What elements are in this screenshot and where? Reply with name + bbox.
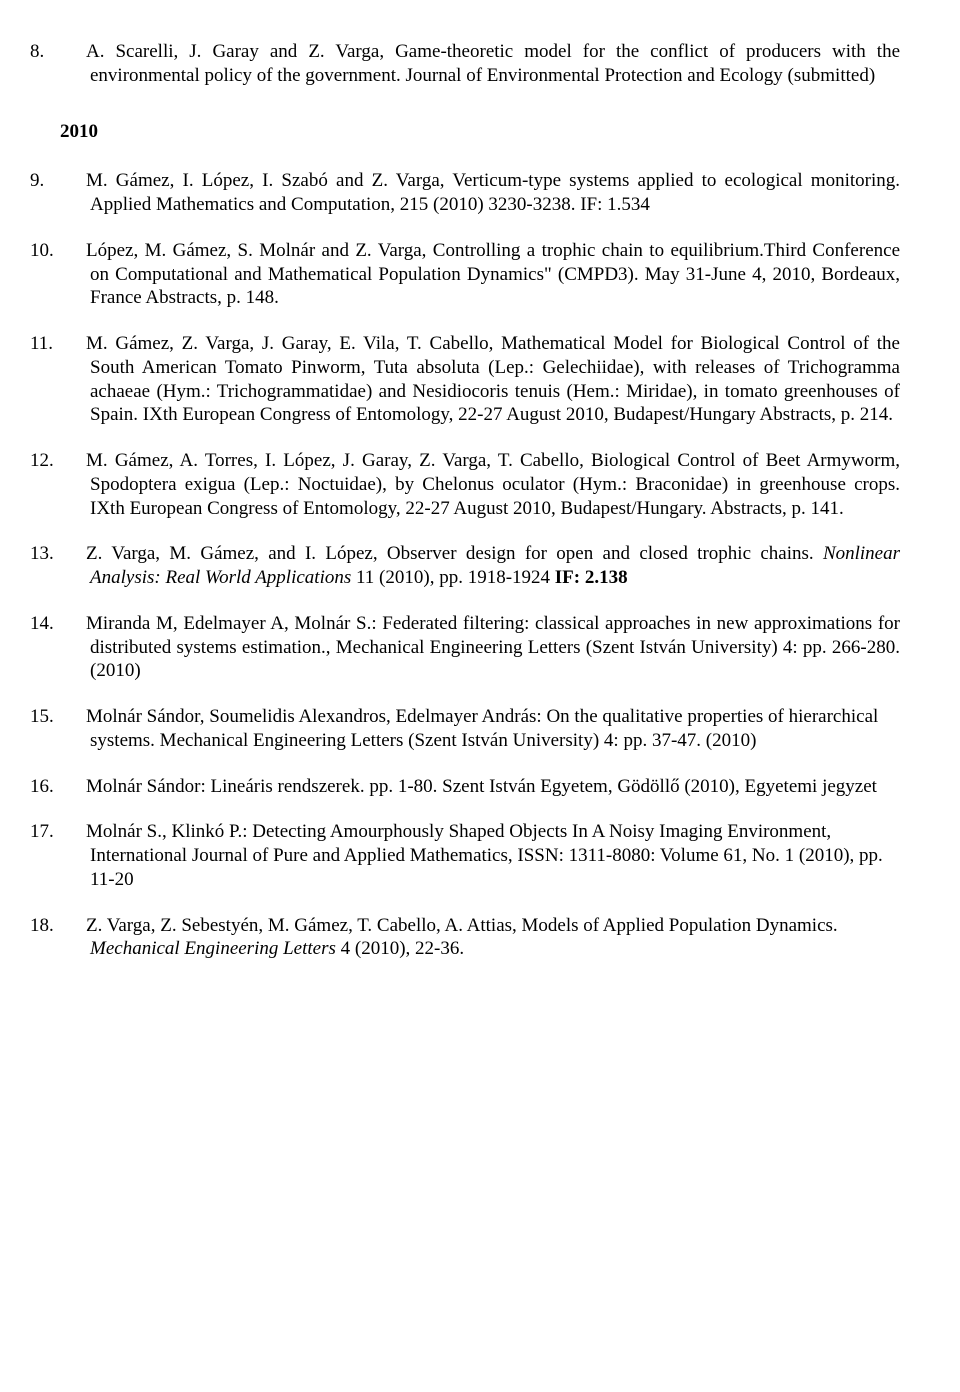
ref-text: M. Gámez, I. López, I. Szabó and Z. Varg… — [86, 170, 900, 215]
ref-number: 15. — [60, 705, 86, 729]
reference-12: 12.M. Gámez, A. Torres, I. López, J. Gar… — [60, 449, 900, 520]
ref-number: 17. — [60, 820, 86, 844]
reference-8: 8.A. Scarelli, J. Garay and Z. Varga, Ga… — [60, 40, 900, 88]
reference-15: 15.Molnár Sándor, Soumelidis Alexandros,… — [60, 705, 900, 753]
ref-text: M. Gámez, A. Torres, I. López, J. Garay,… — [86, 450, 900, 519]
ref-number: 11. — [60, 332, 86, 356]
ref-number: 18. — [60, 914, 86, 938]
ref-text: Molnár Sándor, Soumelidis Alexandros, Ed… — [86, 706, 878, 751]
ref-italic: Mechanical Engineering Letters — [90, 938, 336, 959]
ref-post: 4 (2010), 22-36. — [336, 938, 464, 959]
reference-9: 9.M. Gámez, I. López, I. Szabó and Z. Va… — [60, 169, 900, 217]
ref-number: 12. — [60, 449, 86, 473]
ref-number: 8. — [60, 40, 86, 64]
reference-13: 13.Z. Varga, M. Gámez, and I. López, Obs… — [60, 542, 900, 590]
reference-16: 16.Molnár Sándor: Lineáris rendszerek. p… — [60, 775, 900, 799]
ref-number: 9. — [60, 169, 86, 193]
ref-number: 14. — [60, 612, 86, 636]
ref-mid: 11 (2010), pp. 1918-1924 — [351, 567, 555, 588]
ref-pre: Z. Varga, Z. Sebestyén, M. Gámez, T. Cab… — [86, 915, 838, 936]
ref-text: M. Gámez, Z. Varga, J. Garay, E. Vila, T… — [86, 333, 900, 425]
ref-text: Molnár S., Klinkó P.: Detecting Amourpho… — [86, 821, 883, 890]
reference-14: 14.Miranda M, Edelmayer A, Molnár S.: Fe… — [60, 612, 900, 683]
ref-text: López, M. Gámez, S. Molnár and Z. Varga,… — [86, 240, 900, 309]
ref-text: A. Scarelli, J. Garay and Z. Varga, Game… — [86, 41, 900, 86]
ref-bold: IF: 2.138 — [555, 567, 628, 588]
ref-pre: Z. Varga, M. Gámez, and I. López, Observ… — [86, 543, 823, 564]
ref-number: 16. — [60, 775, 86, 799]
ref-number: 13. — [60, 542, 86, 566]
ref-text: Miranda M, Edelmayer A, Molnár S.: Feder… — [86, 613, 900, 682]
year-heading-2010: 2010 — [60, 120, 900, 144]
reference-10: 10.López, M. Gámez, S. Molnár and Z. Var… — [60, 239, 900, 310]
ref-number: 10. — [60, 239, 86, 263]
reference-17: 17.Molnár S., Klinkó P.: Detecting Amour… — [60, 820, 900, 891]
reference-18: 18.Z. Varga, Z. Sebestyén, M. Gámez, T. … — [60, 914, 900, 962]
reference-11: 11.M. Gámez, Z. Varga, J. Garay, E. Vila… — [60, 332, 900, 427]
ref-text: Molnár Sándor: Lineáris rendszerek. pp. … — [86, 776, 877, 797]
